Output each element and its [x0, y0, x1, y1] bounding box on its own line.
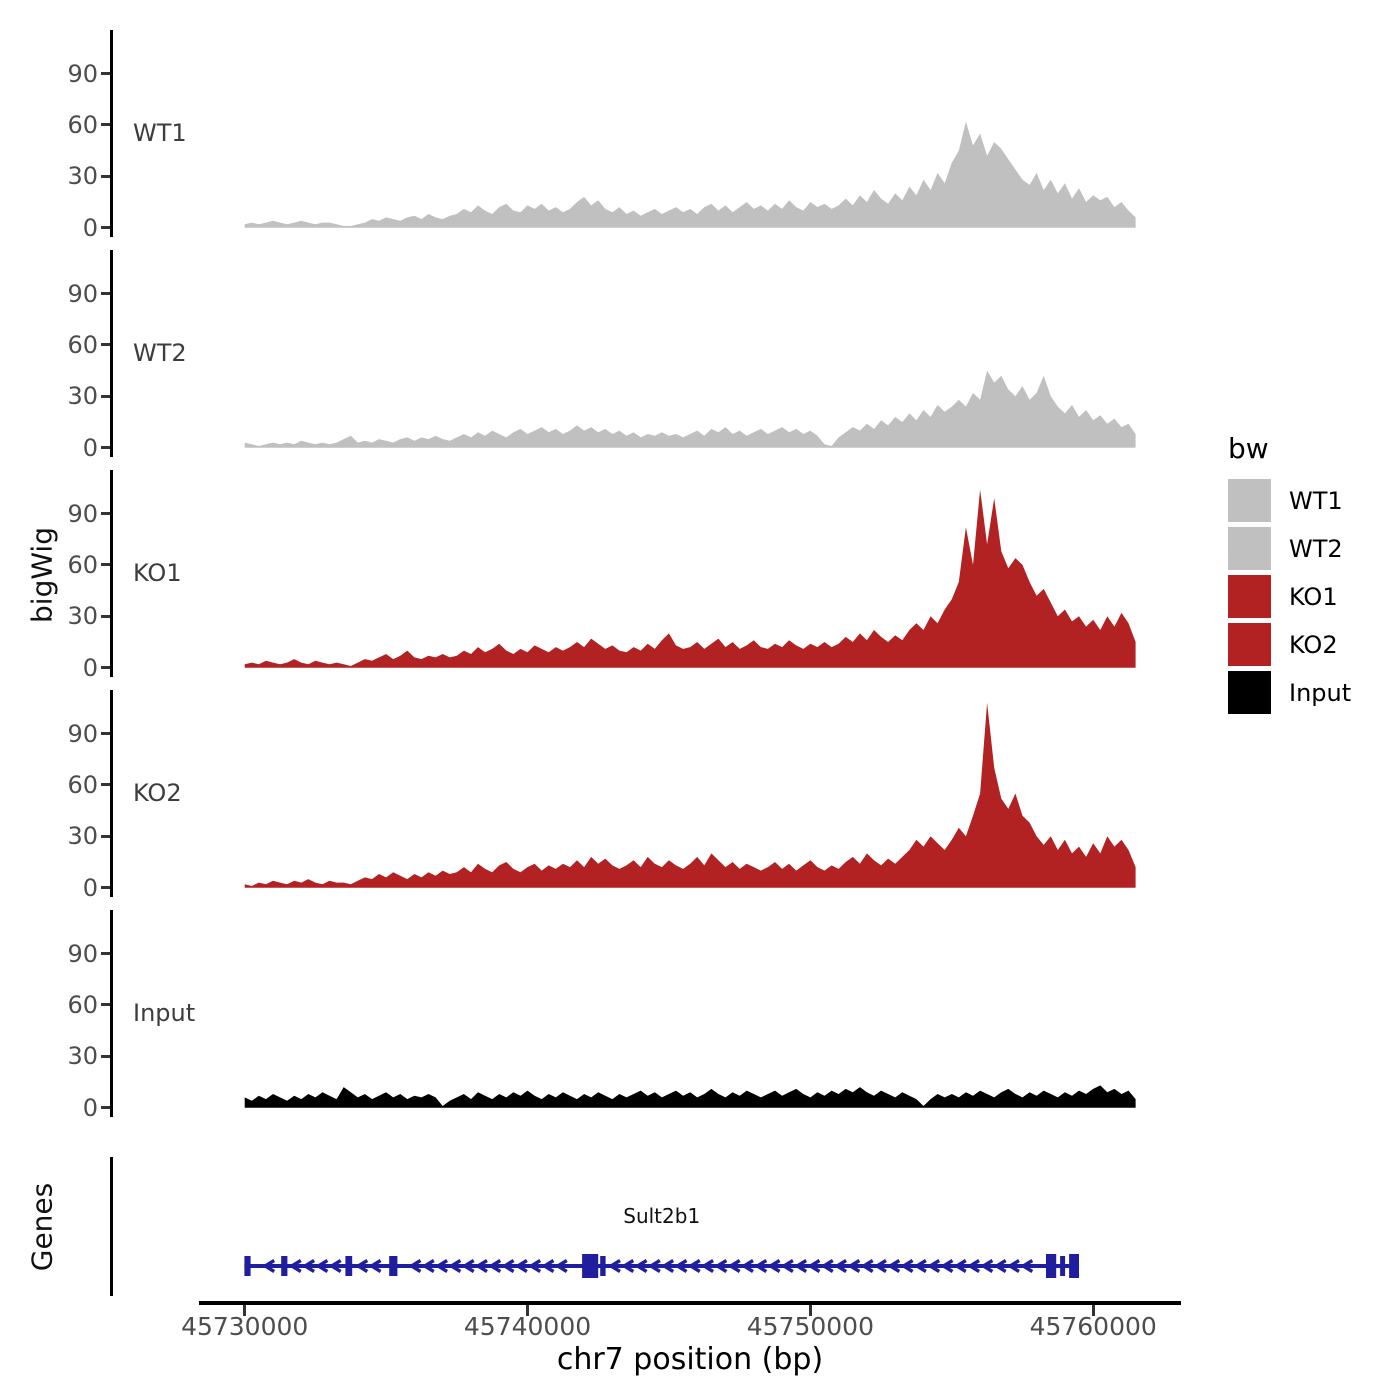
x-tick-label: 45730000 — [181, 1312, 309, 1341]
y-tick-label: 0 — [82, 433, 98, 462]
x-tick-mark — [243, 1305, 247, 1316]
track-label-WT2: WT2 — [133, 339, 187, 367]
genes-axis-title: Genes — [25, 1182, 59, 1272]
legend-entry-KO1: KO1 — [1228, 575, 1351, 618]
y-tick-label: 0 — [82, 653, 98, 682]
track-label-Input: Input — [133, 999, 196, 1027]
coverage-area-Input — [244, 1085, 1136, 1108]
y-tick-label: 60 — [67, 550, 98, 579]
track-label-WT1: WT1 — [133, 119, 187, 147]
y-tick-mark — [101, 1054, 110, 1058]
legend-swatch-WT1 — [1228, 479, 1271, 522]
y-tick-mark — [101, 72, 110, 76]
y-tick-mark — [101, 226, 110, 230]
y-tick-label: 90 — [67, 279, 98, 308]
y-tick-label: 90 — [67, 59, 98, 88]
x-axis-line — [199, 1301, 1181, 1305]
x-tick-label: 45760000 — [1029, 1312, 1157, 1341]
legend-entry-Input: Input — [1228, 671, 1351, 714]
legend-label: WT1 — [1289, 486, 1343, 515]
y-tick-label: 30 — [67, 162, 98, 191]
y-tick-mark — [101, 292, 110, 296]
x-tick-label: 45740000 — [463, 1312, 592, 1341]
y-tick-label: 60 — [67, 990, 98, 1019]
y-tick-label: 0 — [82, 213, 98, 242]
legend-swatch-KO2 — [1228, 623, 1271, 666]
legend-label: WT2 — [1289, 534, 1343, 563]
x-tick-mark — [1091, 1305, 1095, 1316]
y-tick-mark — [101, 886, 110, 890]
panel-y-axis-line — [110, 910, 113, 1117]
y-tick-mark — [101, 1106, 110, 1110]
legend: bw WT1 WT2 KO1 KO2 Input — [1228, 432, 1351, 719]
y-tick-mark — [101, 394, 110, 398]
y-tick-mark — [101, 952, 110, 956]
y-tick-mark — [101, 1003, 110, 1007]
legend-label: KO1 — [1289, 582, 1338, 611]
y-tick-label: 90 — [67, 719, 98, 748]
y-tick-mark — [101, 446, 110, 450]
legend-swatch-KO1 — [1228, 575, 1271, 618]
gene-name-label: Sult2b1 — [623, 1204, 701, 1228]
legend-label: Input — [1289, 678, 1352, 707]
track-label-KO2: KO2 — [133, 779, 182, 807]
y-tick-label: 90 — [67, 499, 98, 528]
legend-label: KO2 — [1289, 630, 1338, 659]
y-tick-mark — [101, 614, 110, 618]
panel-y-axis-line — [110, 250, 113, 457]
track-label-KO1: KO1 — [133, 559, 182, 587]
legend-entry-WT1: WT1 — [1228, 479, 1351, 522]
x-tick-label: 45750000 — [746, 1312, 874, 1341]
panel-y-axis-line — [110, 30, 113, 237]
y-tick-label: 0 — [82, 873, 98, 902]
genes-y-axis-line — [110, 1157, 113, 1296]
y-tick-mark — [101, 732, 110, 736]
y-tick-label: 0 — [82, 1093, 98, 1122]
legend-title: bw — [1228, 432, 1269, 465]
coverage-area-WT2 — [244, 370, 1136, 448]
coverage-area-KO2 — [244, 702, 1136, 888]
y-tick-mark — [101, 834, 110, 838]
coverage-area-WT1 — [244, 121, 1136, 228]
x-tick-mark — [808, 1305, 812, 1316]
y-tick-mark — [101, 512, 110, 516]
y-tick-mark — [101, 343, 110, 347]
y-tick-label: 60 — [67, 770, 98, 799]
y-tick-mark — [101, 174, 110, 178]
panel-y-axis-line — [110, 470, 113, 677]
y-tick-mark — [101, 666, 110, 670]
legend-swatch-Input — [1228, 671, 1271, 714]
legend-entry-KO2: KO2 — [1228, 623, 1351, 666]
x-tick-mark — [526, 1305, 530, 1316]
y-tick-mark — [101, 123, 110, 127]
y-tick-label: 60 — [67, 110, 98, 139]
y-tick-label: 30 — [67, 382, 98, 411]
y-tick-label: 60 — [67, 330, 98, 359]
legend-entry-WT2: WT2 — [1228, 527, 1351, 570]
y-tick-label: 90 — [67, 939, 98, 968]
y-tick-mark — [101, 563, 110, 567]
coverage-area-KO1 — [244, 489, 1136, 668]
legend-swatch-WT2 — [1228, 527, 1271, 570]
x-axis-title: chr7 position (bp) — [556, 1342, 824, 1377]
panel-y-axis-line — [110, 690, 113, 897]
y-tick-label: 30 — [67, 1042, 98, 1071]
y-tick-label: 30 — [67, 822, 98, 851]
y-tick-label: 30 — [67, 602, 98, 631]
y-tick-mark — [101, 783, 110, 787]
gene-model-Sult2b1 — [244, 1254, 1080, 1278]
